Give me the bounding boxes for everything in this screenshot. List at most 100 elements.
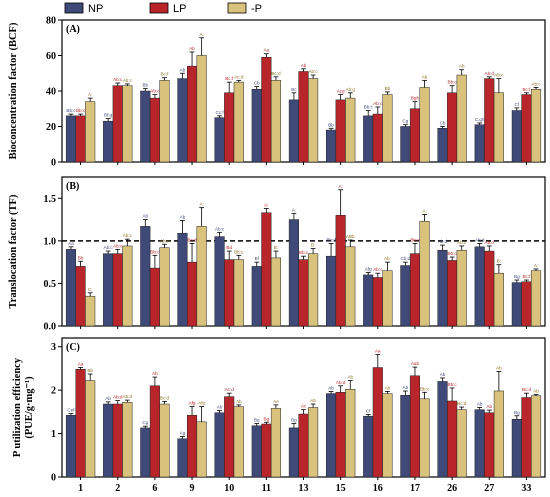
significance-letter: Aa: [78, 362, 84, 367]
bar-minus-p: [270, 257, 281, 327]
bar-minus-p: [196, 55, 207, 163]
bar-np: [288, 219, 299, 327]
bar-np: [511, 282, 522, 327]
significance-letter: Bb:c: [448, 382, 458, 387]
significance-letter: Ab:c: [531, 81, 541, 86]
significance-letter: Ab:c: [457, 240, 467, 245]
bar-lp: [149, 267, 160, 327]
bar-lp: [186, 65, 198, 163]
bar-minus-p: [196, 226, 207, 327]
bar-np: [400, 126, 411, 163]
bar-lp: [335, 392, 346, 478]
x-tick-label: 16: [373, 483, 383, 494]
panel-label: (A): [66, 24, 80, 35]
y-tick-label: 1.0: [44, 236, 57, 247]
significance-letter: Aa: [375, 349, 381, 354]
significance-letter: Ab: [486, 404, 492, 409]
legend: NP LP -P: [64, 2, 262, 15]
y-tick-label: 40: [46, 87, 56, 98]
bar-np: [251, 88, 262, 163]
y-tick-label: 1: [51, 429, 56, 440]
x-tick-label: 26: [447, 483, 457, 494]
y-tick-label: 80: [46, 16, 56, 27]
bar-minus-p: [419, 87, 430, 163]
significance-letter: Bf: [255, 256, 260, 261]
bar-np: [326, 129, 337, 163]
significance-letter: Bb:c: [420, 386, 430, 391]
significance-letter: Ab: [180, 214, 186, 219]
significance-letter: Ag: [180, 431, 186, 436]
bar-np: [400, 265, 411, 327]
significance-letter: Ab:c: [494, 73, 504, 78]
significance-letter: Bg: [291, 418, 297, 423]
significance-letter: Ab: [328, 385, 334, 390]
significance-letter: Bb:c: [364, 105, 374, 110]
significance-letter: Cg: [142, 420, 148, 425]
bar-lp: [224, 92, 235, 163]
significance-letter: Ab:d: [113, 395, 123, 400]
bar-minus-p: [122, 402, 133, 478]
significance-letter: Ab:c: [160, 238, 170, 243]
bar-np: [474, 124, 485, 163]
significance-letter: Bg: [254, 418, 260, 423]
x-tick-label: 13: [299, 483, 309, 494]
significance-letter: A:: [88, 92, 92, 97]
bar-minus-p: [270, 80, 281, 163]
significance-letter: Ab: [301, 63, 307, 68]
bar-minus-p: [196, 421, 207, 478]
significance-letter: Ab:d: [336, 380, 346, 385]
bar-minus-p: [233, 259, 244, 327]
bar-lp: [186, 415, 198, 478]
significance-letter: Ac: [301, 404, 307, 409]
significance-letter: B:: [497, 259, 501, 264]
bar-lp: [149, 385, 160, 478]
bar-minus-p: [419, 221, 430, 327]
bar-np: [511, 418, 522, 478]
significance-letter: Bb:c: [448, 251, 458, 256]
bar-minus-p: [345, 97, 356, 163]
significance-letter: Ab: [403, 385, 409, 390]
significance-letter: Bc:d: [522, 387, 532, 392]
significance-letter: Ab:d: [123, 394, 133, 399]
y-tick-label: 0: [51, 158, 56, 169]
bar-np: [140, 427, 151, 478]
significance-letter: Ab: [105, 396, 111, 401]
significance-letter: ABb: [346, 234, 355, 239]
significance-letter: Ab: [236, 399, 242, 404]
bar-lp: [75, 115, 86, 163]
significance-letter: Ab: [217, 405, 223, 410]
significance-letter: Ab:c: [113, 243, 123, 248]
bar-minus-p: [85, 295, 96, 327]
significance-letter: Bc:d: [187, 237, 197, 242]
significance-letter: Ab: [533, 388, 539, 393]
bar-lp: [521, 397, 532, 478]
bar-lp: [112, 85, 123, 163]
significance-letter: Ab: [310, 398, 316, 403]
bar-np: [214, 412, 225, 478]
bar-lp: [261, 57, 272, 163]
significance-letter: Ab: [189, 46, 195, 51]
significance-letter: Ab:d: [475, 237, 485, 242]
significance-letter: Bd: [226, 245, 232, 250]
bar-lp: [186, 261, 198, 327]
significance-letter: Bb:c: [150, 249, 160, 254]
bar-minus-p: [345, 389, 356, 478]
y-tick-label: 0: [51, 473, 56, 484]
significance-letter: Aa: [68, 241, 74, 246]
bar-np: [214, 117, 225, 163]
significance-letter: Ab:c: [373, 101, 383, 106]
bar-np: [511, 110, 522, 163]
significance-letter: A:: [338, 184, 342, 189]
bar-np: [326, 393, 337, 478]
bar-minus-p: [382, 393, 393, 478]
bar-lp: [484, 412, 495, 478]
bar-lp: [447, 92, 458, 163]
bar-minus-p: [308, 78, 319, 163]
significance-letter: A:: [199, 32, 203, 37]
bar-minus-p: [493, 92, 504, 163]
bar-np: [326, 255, 337, 327]
bar-minus-p: [159, 247, 170, 327]
significance-letter: Cb: [440, 121, 446, 126]
significance-letter: Ab:g: [346, 87, 356, 92]
